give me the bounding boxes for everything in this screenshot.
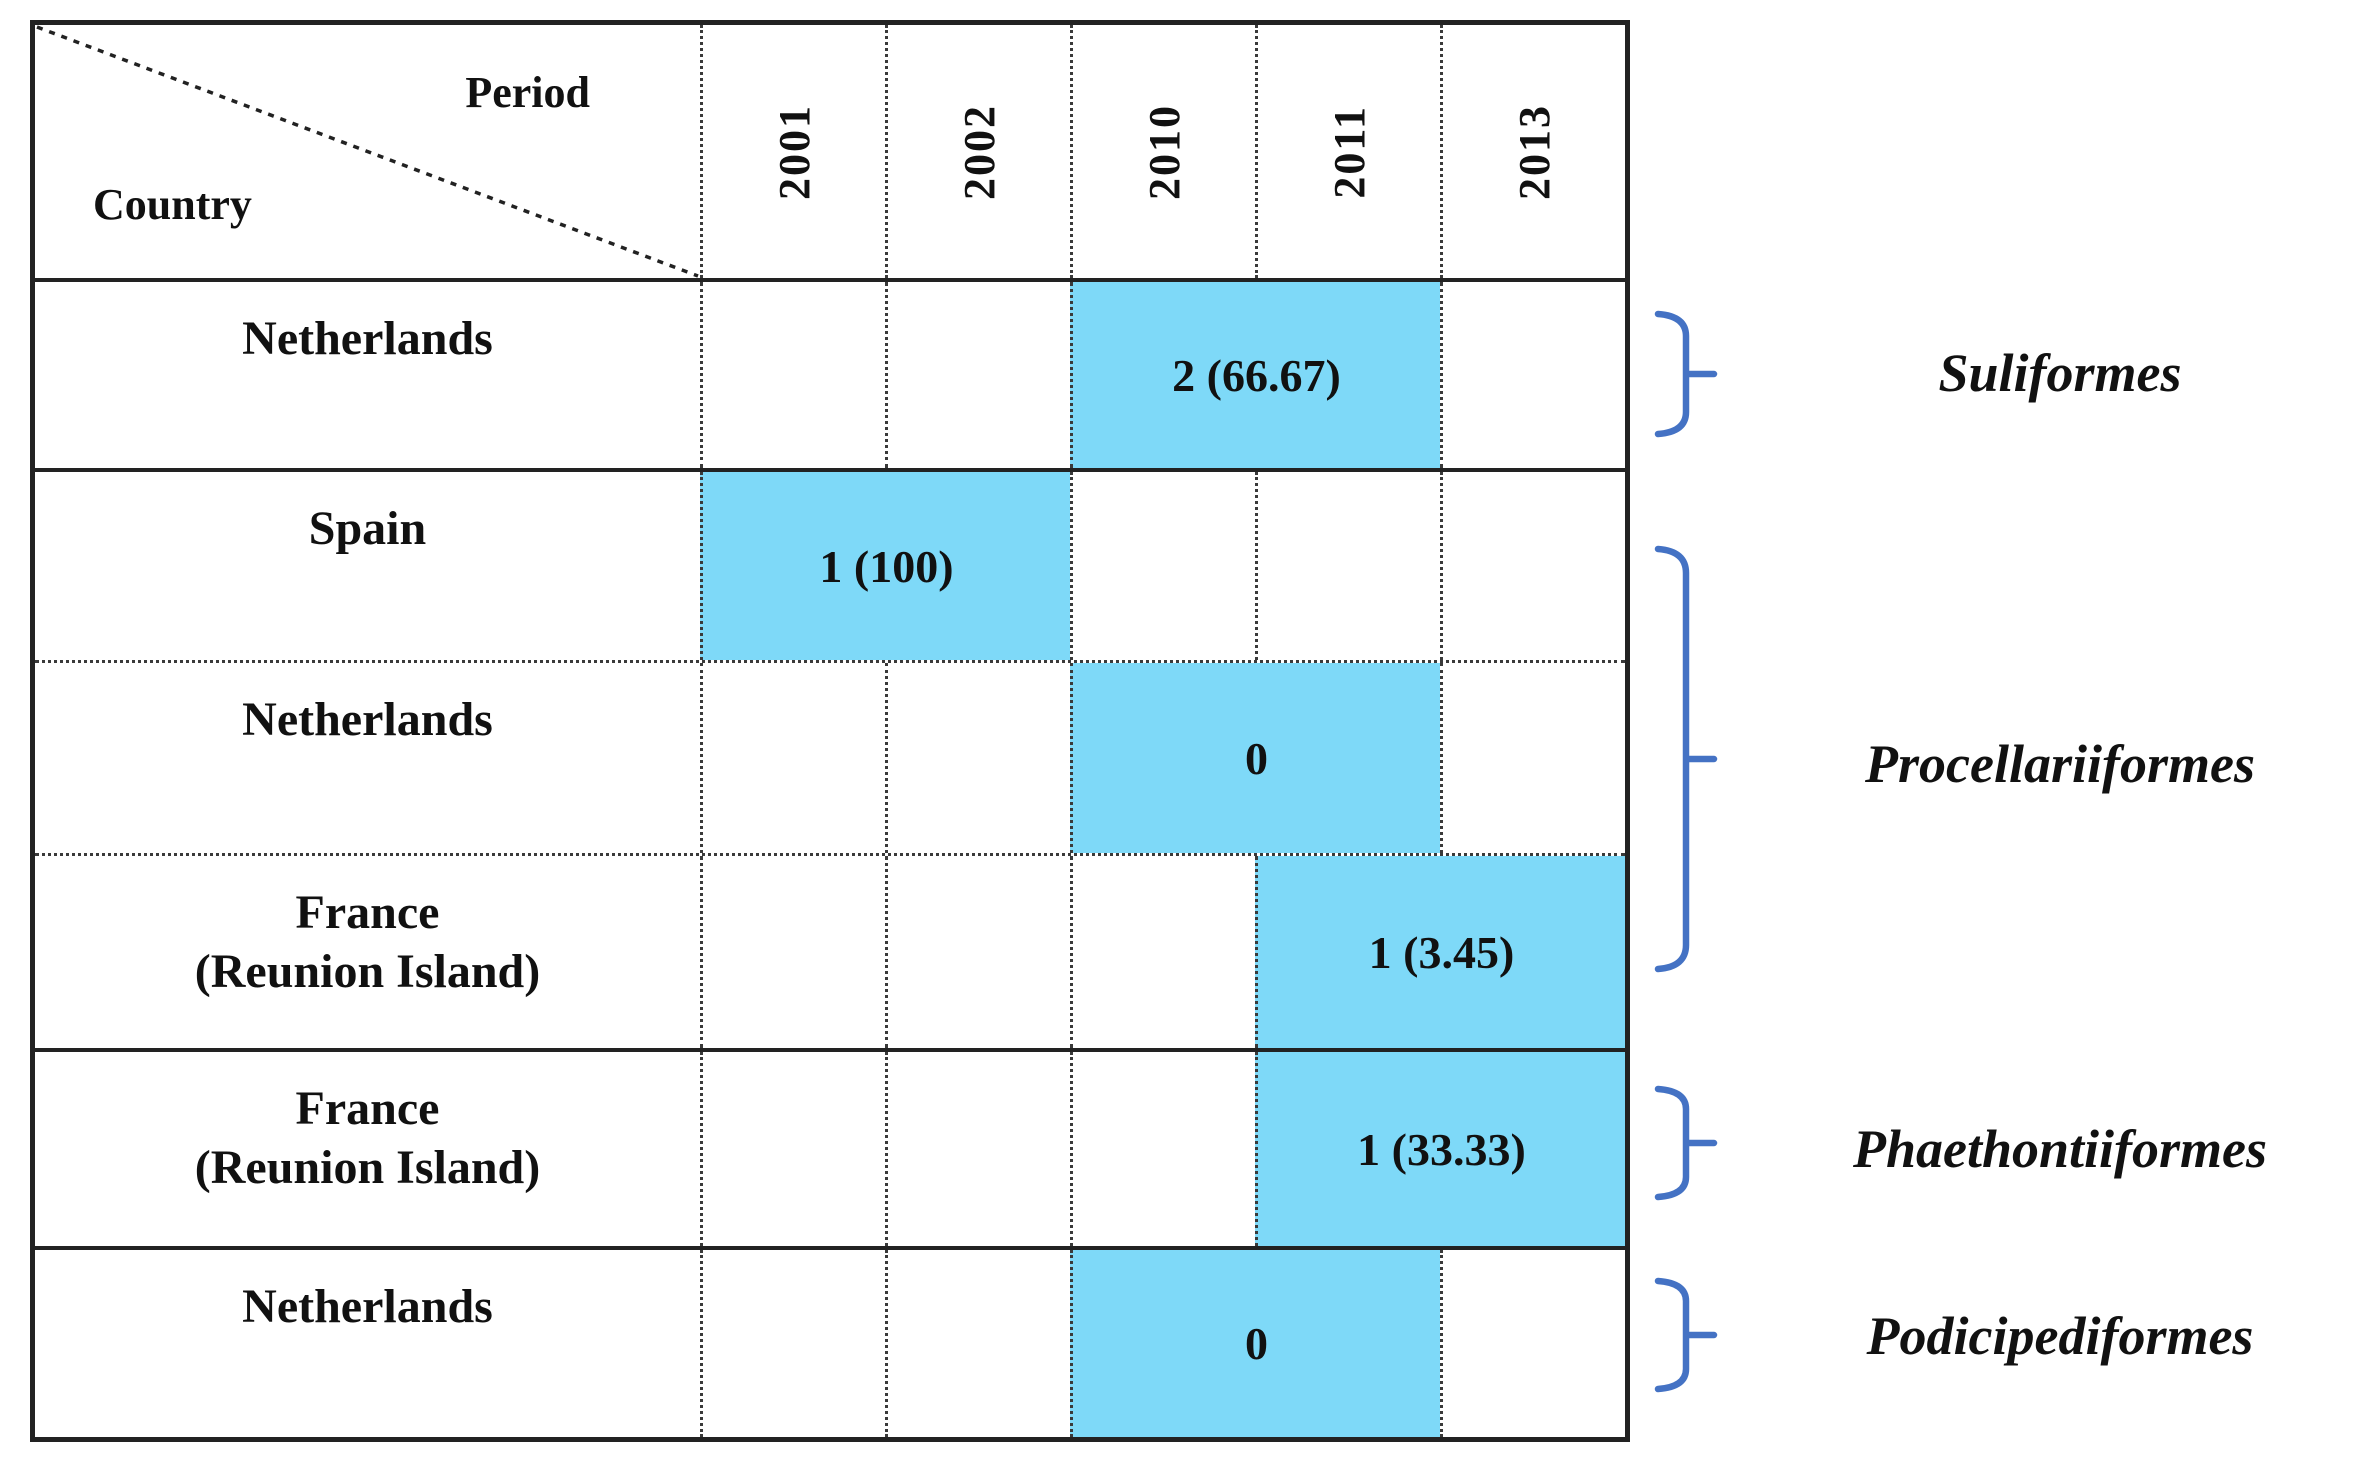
country-cell: Netherlands xyxy=(242,693,493,746)
group-brace-suliformes xyxy=(1654,310,1718,438)
period-cell xyxy=(700,282,885,468)
period-cell xyxy=(1440,1250,1625,1437)
period-cell xyxy=(700,856,885,1048)
period-cell xyxy=(1255,472,1440,660)
period-cell xyxy=(1440,472,1625,660)
group-label-podicipediformes: Podicipediformes xyxy=(1866,1306,2254,1366)
table-row: Netherlands 2 (66.67) xyxy=(35,278,1625,468)
period-year-label: 2001 xyxy=(769,103,819,200)
group-label-suliformes: Suliformes xyxy=(1938,343,2182,403)
highlighted-value-cell: 1 (3.45) xyxy=(1255,856,1625,1048)
country-cell: Netherlands xyxy=(242,1280,493,1333)
country-cell: Spain xyxy=(308,502,427,555)
period-cell xyxy=(885,856,1070,1048)
corner-header-cell: Period Country xyxy=(35,25,700,278)
period-year-label: 2010 xyxy=(1139,103,1189,200)
country-header-label: Country xyxy=(93,180,252,229)
period-column-header: 2001 xyxy=(700,25,885,278)
highlighted-value-cell: 0 xyxy=(1070,663,1440,853)
period-column-header: 2002 xyxy=(885,25,1070,278)
country-cell: France (Reunion Island) xyxy=(194,1082,541,1194)
period-year-label: 2011 xyxy=(1324,104,1374,199)
group-brace-podicipediformes xyxy=(1654,1277,1718,1393)
period-cell xyxy=(700,1052,885,1246)
table-row: France (Reunion Island) 1 (33.33) xyxy=(35,1048,1625,1246)
group-brace-procellariiformes xyxy=(1654,545,1718,973)
period-year-label: 2002 xyxy=(954,103,1004,200)
table-row: Netherlands 0 xyxy=(35,1246,1625,1437)
period-cell xyxy=(885,1052,1070,1246)
period-cell xyxy=(1440,663,1625,853)
table-row: France (Reunion Island) 1 (3.45) xyxy=(35,853,1625,1048)
period-cell xyxy=(1440,282,1625,468)
period-cell xyxy=(1070,856,1255,1048)
period-year-label: 2013 xyxy=(1509,103,1559,200)
period-column-header: 2011 xyxy=(1255,25,1440,278)
country-cell: Netherlands xyxy=(242,312,493,365)
table-row: Netherlands 0 xyxy=(35,660,1625,853)
highlighted-value-cell: 0 xyxy=(1070,1250,1440,1437)
diagonal-divider xyxy=(36,25,699,278)
period-cell xyxy=(885,663,1070,853)
country-cell: France (Reunion Island) xyxy=(194,886,541,998)
period-cell xyxy=(885,282,1070,468)
period-cell xyxy=(700,663,885,853)
highlighted-value-cell: 1 (33.33) xyxy=(1255,1052,1625,1246)
period-column-header: 2013 xyxy=(1440,25,1625,278)
period-cell xyxy=(885,1250,1070,1437)
group-brace-phaethontiiformes xyxy=(1654,1085,1718,1201)
period-header-label: Period xyxy=(465,68,590,117)
group-label-phaethontiiformes: Phaethontiiformes xyxy=(1852,1119,2268,1179)
highlighted-value-cell: 1 (100) xyxy=(700,472,1070,660)
highlighted-value-cell: 2 (66.67) xyxy=(1070,282,1440,468)
period-cell xyxy=(700,1250,885,1437)
country-period-table: Period Country 2001 2002 2010 2011 2013 … xyxy=(30,20,1630,1442)
table-row: Spain 1 (100) xyxy=(35,468,1625,660)
header-row: Period Country 2001 2002 2010 2011 2013 xyxy=(35,25,1625,278)
period-cell xyxy=(1070,472,1255,660)
group-label-procellariiformes: Procellariiformes xyxy=(1865,734,2255,794)
period-column-header: 2010 xyxy=(1070,25,1255,278)
period-cell xyxy=(1070,1052,1255,1246)
